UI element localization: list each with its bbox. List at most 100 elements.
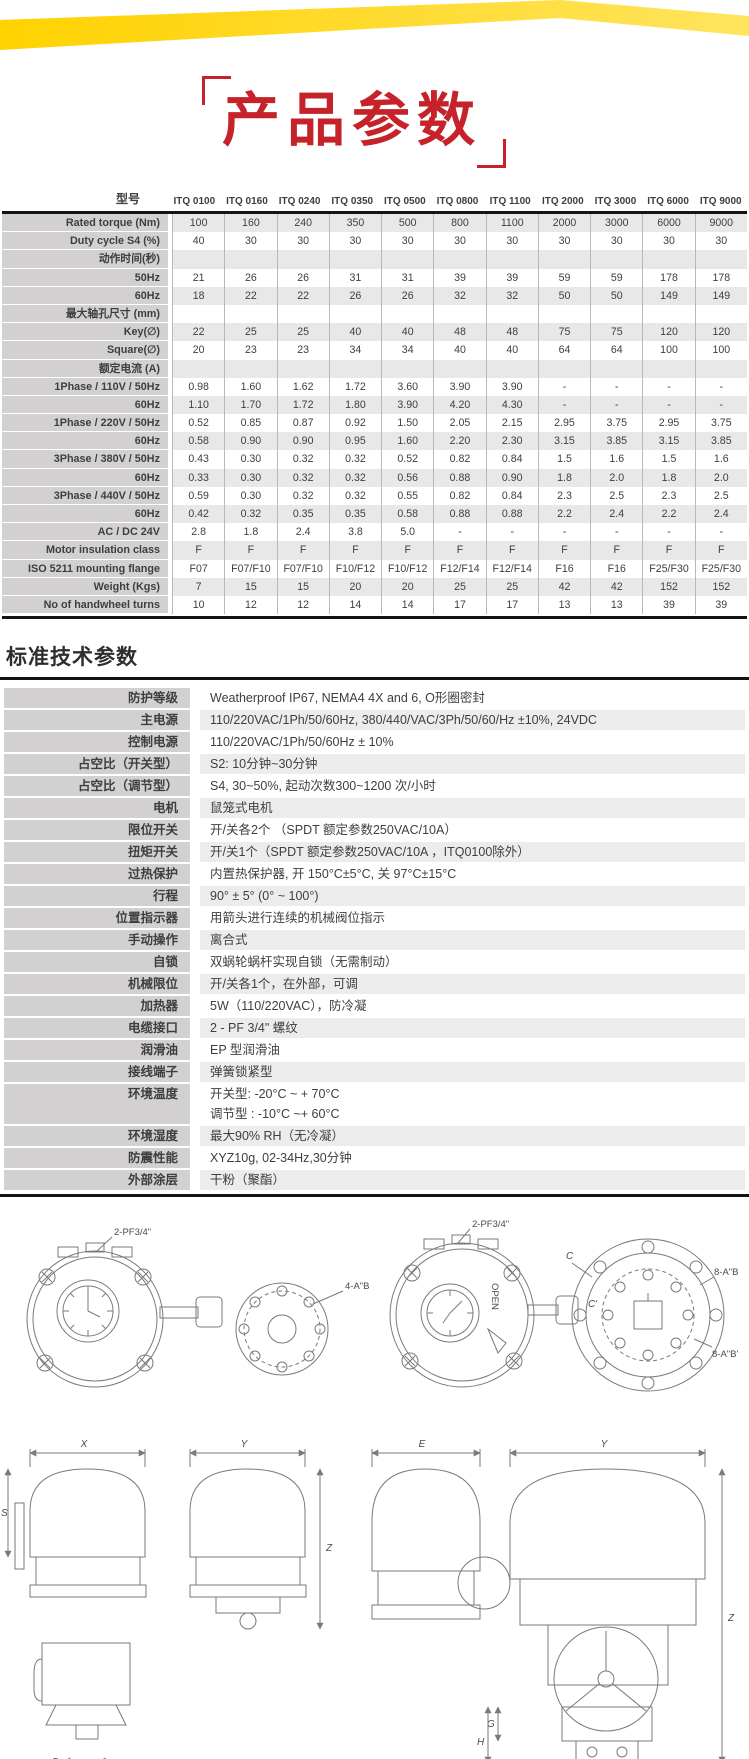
spec-value-cell: 152 (694, 577, 747, 596)
spec-value-cell: 0.88 (433, 468, 486, 487)
spec-row: Motor insulation class F F F F F F F F F F F (2, 541, 747, 560)
spec-value-cell: F12/F14 (485, 559, 538, 578)
spec-row-label: 60Hz (2, 432, 168, 451)
standard-params-bottom-rule (0, 1194, 749, 1198)
model-column-header: ITQ 1100 (489, 196, 531, 207)
standard-param-row: 过热保护 内置热保护器, 开 150°C±5°C, 关 97°C±15°C (4, 864, 745, 885)
spec-value-cell: 120 (642, 323, 695, 342)
spec-value-cell: 59 (590, 268, 642, 287)
model-column-header: ITQ 0100 (173, 196, 216, 207)
spec-value-cell: 30 (381, 232, 433, 251)
standard-param-value: EP 型润滑油 (210, 1043, 280, 1058)
spec-value-cell: 22 (224, 286, 277, 305)
spec-value-cell: 100 (172, 214, 225, 233)
spec-value-cell: F (328, 541, 382, 560)
spec-value-cell: F (642, 541, 695, 560)
standard-param-value-line2: 调节型 : -10°C ~+ 60°C (210, 1107, 340, 1122)
spec-value-cell: 0.32 (276, 468, 329, 487)
standard-param-value: Weatherproof IP67, NEMA4 4X and 6, O形圈密封 (210, 691, 485, 706)
spec-row: 60Hz 1.10 1.70 1.72 1.80 3.90 4.20 4.30- - - - (2, 395, 747, 415)
spec-row-label: AC / DC 24V (2, 523, 168, 542)
spec-row: 60Hz 0.33 0.30 0.32 0.32 0.56 0.88 0.90 1.8 2.0 1.… (2, 468, 747, 487)
spec-value-cell: - (590, 395, 643, 415)
spec-value-cell: F25/F30 (642, 559, 694, 578)
standard-param-label: 行程 (4, 886, 190, 907)
spec-value-cell: - (642, 523, 694, 542)
spec-value-cell: F (224, 541, 277, 560)
spec-value-cell: 1.8 (642, 468, 695, 487)
spec-value-cell: 1.72 (328, 377, 381, 396)
standard-param-value: 开/关各1个，在外部，可调 (200, 974, 745, 995)
spec-value-cell (433, 304, 485, 324)
spec-value-cell (694, 359, 747, 378)
spec-value-cell: 2.5 (694, 486, 747, 505)
spec-row-label: 60Hz (2, 395, 168, 415)
standard-param-value: 开关型: -20°C ~ + 70°C 调节型 : -10°C ~+ 60°C (200, 1084, 745, 1124)
spec-value-cell: 3000 (590, 214, 643, 233)
standard-param-value: 110/220VAC/1Ph/50/60Hz ± 10% (210, 735, 394, 750)
spec-value-cell: 3.8 (328, 523, 381, 542)
spec-value-cell: 32 (485, 286, 538, 305)
spec-row-values: 40 30 30 30 30 30 30 30 30 30 30 (172, 232, 747, 251)
spec-value-cell (590, 250, 643, 269)
standard-param-value: XYZ10g, 02-34Hz,30分钟 (210, 1151, 352, 1166)
spec-row: 60Hz 0.42 0.32 0.35 0.35 0.58 0.88 0.88 2.2 2.4 2.… (2, 505, 747, 524)
spec-row-values: 7 15 15 20 20 25 25 42 42 152 152 (172, 577, 747, 596)
spec-value-cell: 30 (590, 232, 642, 251)
standard-param-row: 防震性能 XYZ10g, 02-34Hz,30分钟 (4, 1148, 745, 1169)
spec-value-cell: F07/F10 (276, 559, 329, 578)
standard-param-row: 加热器 5W（110/220VAC），防冷凝 (4, 996, 745, 1017)
spec-value-cell: 2.95 (642, 414, 694, 433)
standard-param-row: 扭矩开关 开/关1个（SPDT 额定参数250VAC/10A ，ITQ0100除外… (4, 842, 745, 863)
spec-value-cell: 0.87 (276, 414, 329, 433)
spec-value-cell: 500 (381, 214, 434, 233)
spec-value-cell: 0.42 (172, 505, 225, 524)
spec-value-cell (172, 359, 225, 378)
model-header-row: 型号 ITQ 0100 ITQ 0160 ITQ 0240 ITQ 0350 ITQ 0… (2, 190, 747, 214)
spec-value-cell: 0.35 (276, 505, 329, 524)
page-title: 产品参数 (202, 76, 507, 168)
spec-value-cell: 0.32 (276, 486, 329, 505)
model-column-header: ITQ 0500 (384, 196, 426, 207)
standard-param-label: 占空比（开关型） (4, 754, 190, 775)
spec-value-cell: 13 (537, 595, 590, 615)
standard-param-row: 环境湿度 最大90% RH（无冷凝） (4, 1126, 745, 1147)
dim-s-label: S (1, 1508, 8, 1519)
spec-value-cell (590, 359, 643, 378)
spec-row: 1Phase / 220V / 50Hz 0.52 0.85 0.87 0.92 1.50… (2, 414, 747, 433)
table-bottom-rule (2, 616, 747, 620)
dimension-view-small-side: Y Z (189, 1439, 333, 1630)
spec-value-cell: 1100 (485, 214, 538, 233)
spec-value-cell: 75 (537, 323, 591, 342)
model-column-header: ITQ 0160 (226, 196, 268, 207)
spec-value-cell: 0.88 (433, 505, 486, 524)
spec-value-cell (328, 304, 381, 324)
spec-group-label: 最大轴孔尺寸 (mm) (2, 304, 168, 324)
standard-param-value: 开/关1个（SPDT 额定参数250VAC/10A ，ITQ0100除外） (200, 842, 745, 863)
standard-param-value: 用箭头进行连续的机械阀位指示 (210, 911, 386, 926)
spec-value-cell: 0.52 (381, 450, 433, 469)
spec-value-cell (694, 304, 747, 324)
spec-value-cell: 1.6 (590, 450, 642, 469)
model-column-header: ITQ 0350 (331, 196, 374, 207)
spec-value-cell: 0.59 (172, 486, 224, 505)
model-column-header: ITQ 6000 (647, 196, 689, 207)
standard-param-label: 控制电源 (4, 732, 190, 753)
spec-value-cell: 26 (328, 286, 382, 305)
spec-value-cell: 30 (276, 232, 329, 251)
flange-dim-c-label: C (566, 1251, 574, 1262)
spec-row-label: No of handwheel turns (2, 595, 168, 615)
spec-row: Rated torque (Nm) 100 160 240 350 500 800 1100 2… (2, 214, 747, 233)
spec-value-cell: 17 (485, 595, 538, 615)
spec-value-cell: F (537, 541, 591, 560)
spec-row-values: 100 160 240 350 500 800 1100 2000 3000 6000 9000 (172, 214, 747, 233)
spec-row-values: 21 26 26 31 31 39 39 59 59 178 178 (172, 268, 747, 287)
spec-value-cell: 2.0 (590, 468, 643, 487)
spec-row: 最大轴孔尺寸 (mm) (2, 304, 747, 324)
spec-value-cell: 31 (328, 268, 381, 287)
spec-value-cell: 30 (433, 232, 485, 251)
standard-param-label: 外部涂层 (4, 1170, 190, 1191)
spec-value-cell: 6000 (642, 214, 695, 233)
spec-row-label: 50Hz (2, 268, 168, 287)
spec-row-label: Square(∅) (2, 341, 168, 360)
